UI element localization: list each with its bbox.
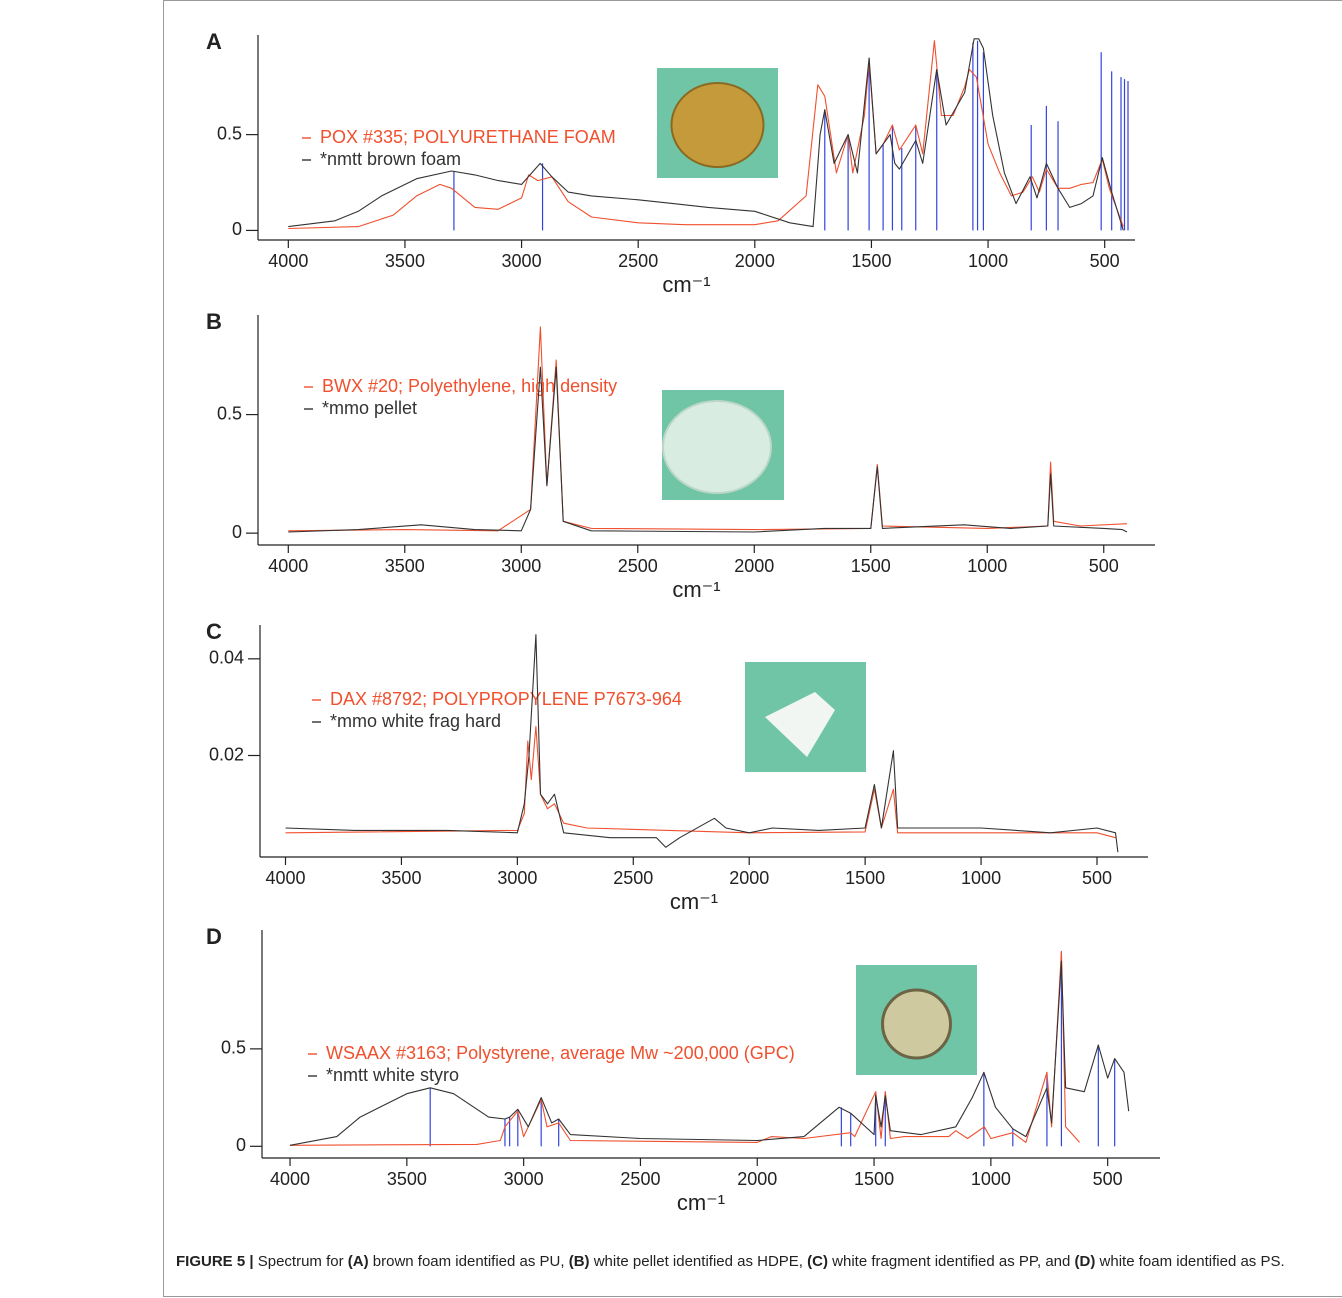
- y-tick-label: 0.02: [209, 744, 244, 764]
- caption: FIGURE 5 | Spectrum for (A) brown foam i…: [176, 1250, 1296, 1274]
- caption-part: Spectrum for: [257, 1253, 344, 1270]
- panel-label: B: [206, 309, 222, 334]
- caption-part: white pellet identified as HDPE,: [593, 1253, 803, 1270]
- spectrum-line: [289, 960, 1130, 1146]
- x-tick-label: 500: [1090, 251, 1120, 271]
- x-tick-label: 3500: [381, 868, 421, 888]
- panel-label: C: [206, 619, 222, 644]
- x-tick-label: 500: [1082, 868, 1112, 888]
- y-tick-label: 0: [236, 1135, 246, 1155]
- spectrum-line: [289, 950, 1081, 1146]
- sample-photo: [657, 68, 778, 178]
- photo-sample: [670, 82, 765, 168]
- x-tick-label: 1000: [967, 556, 1007, 576]
- caption-part: FIGURE 5 |: [176, 1253, 254, 1270]
- x-tick-label: 1000: [961, 868, 1001, 888]
- x-tick-label: 4000: [270, 1169, 310, 1189]
- x-axis-label: cm⁻¹: [677, 1190, 725, 1215]
- y-tick-label: 0: [232, 219, 242, 239]
- x-axis-label: cm⁻¹: [670, 889, 718, 914]
- panel-label: A: [206, 29, 222, 54]
- y-tick-label: 0.5: [217, 403, 242, 423]
- x-tick-label: 3000: [504, 1169, 544, 1189]
- y-tick-label: 0.5: [221, 1038, 246, 1058]
- sample-photo: [662, 390, 784, 500]
- sample-photo: [856, 965, 977, 1075]
- legend-label: *mmo white frag hard: [330, 711, 501, 731]
- spectrum-line: [285, 725, 1116, 839]
- legend-label: POX #335; POLYURETHANE FOAM: [320, 127, 616, 147]
- x-tick-label: 2000: [729, 868, 769, 888]
- y-tick-label: 0: [232, 522, 242, 542]
- y-tick-label: 0.5: [217, 123, 242, 143]
- x-tick-label: 2500: [620, 1169, 660, 1189]
- sample-photo: [745, 662, 866, 772]
- caption-part: (A): [347, 1253, 369, 1270]
- y-tick-label: 0.04: [209, 648, 244, 668]
- caption-part: white foam identified as PS.: [1099, 1253, 1285, 1270]
- caption-part: (C): [807, 1253, 828, 1270]
- x-tick-label: 2000: [737, 1169, 777, 1189]
- figure-frame: [163, 0, 1342, 1297]
- x-tick-label: 3000: [501, 556, 541, 576]
- x-axis-label: cm⁻¹: [672, 577, 720, 602]
- legend-label: *nmtt white styro: [326, 1065, 459, 1085]
- x-axis-label: cm⁻¹: [662, 272, 710, 297]
- x-tick-label: 1500: [854, 1169, 894, 1189]
- spectrum-line: [288, 366, 1128, 533]
- x-tick-label: 1500: [845, 868, 885, 888]
- x-tick-label: 2500: [613, 868, 653, 888]
- x-tick-label: 3000: [497, 868, 537, 888]
- x-tick-label: 3500: [387, 1169, 427, 1189]
- spectrum-line: [288, 38, 1124, 231]
- caption-part: brown foam identified as PU,: [372, 1253, 565, 1270]
- x-tick-label: 3500: [385, 251, 425, 271]
- caption-part: (D): [1074, 1253, 1096, 1270]
- legend-label: *mmo pellet: [322, 398, 417, 418]
- x-tick-label: 500: [1089, 556, 1119, 576]
- x-tick-label: 2000: [735, 251, 775, 271]
- x-tick-label: 2500: [618, 556, 658, 576]
- legend-label: DAX #8792; POLYPROPYLENE P7673-964: [330, 689, 682, 709]
- x-tick-label: 1000: [971, 1169, 1011, 1189]
- photo-sample: [662, 400, 772, 494]
- x-tick-label: 500: [1093, 1169, 1123, 1189]
- x-tick-label: 4000: [265, 868, 305, 888]
- x-tick-label: 4000: [268, 251, 308, 271]
- legend-label: BWX #20; Polyethylene, high density: [322, 376, 617, 396]
- legend-label: WSAAX #3163; Polystyrene, average Mw ~20…: [326, 1043, 795, 1063]
- x-tick-label: 1500: [851, 251, 891, 271]
- legend-label: *nmtt brown foam: [320, 149, 461, 169]
- x-tick-label: 2500: [618, 251, 658, 271]
- caption-part: (B): [568, 1253, 590, 1270]
- x-tick-label: 3000: [502, 251, 542, 271]
- x-tick-label: 3500: [385, 556, 425, 576]
- x-tick-label: 2000: [734, 556, 774, 576]
- panel-label: D: [206, 924, 222, 949]
- caption-part: white fragment identified as PP, and: [832, 1253, 1071, 1270]
- x-tick-label: 1000: [968, 251, 1008, 271]
- x-tick-label: 4000: [268, 556, 308, 576]
- photo-sample: [765, 692, 835, 757]
- spectrum-line: [285, 634, 1119, 853]
- photo-sample: [881, 988, 952, 1060]
- x-tick-label: 1500: [851, 556, 891, 576]
